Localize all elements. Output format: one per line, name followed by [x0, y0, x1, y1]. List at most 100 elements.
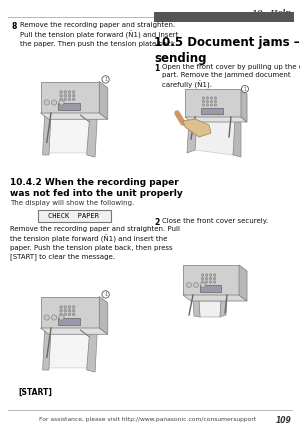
Text: 2: 2	[154, 218, 159, 227]
Circle shape	[214, 97, 217, 99]
Bar	[200, 285, 221, 292]
Circle shape	[72, 309, 75, 312]
Circle shape	[64, 313, 67, 316]
Circle shape	[214, 104, 217, 106]
Polygon shape	[49, 330, 90, 368]
Polygon shape	[239, 265, 247, 301]
Circle shape	[64, 309, 67, 312]
Circle shape	[60, 94, 62, 97]
Text: Remove the recording paper and straighten.
Pull the tension plate forward (Ñ1) a: Remove the recording paper and straighte…	[20, 22, 178, 47]
Circle shape	[52, 100, 57, 105]
Text: Open the front cover by pulling up the center
part. Remove the jammed document
c: Open the front cover by pulling up the c…	[162, 64, 300, 89]
Circle shape	[102, 76, 109, 83]
Circle shape	[68, 91, 71, 94]
Text: 1: 1	[243, 87, 247, 91]
Circle shape	[64, 91, 67, 94]
Circle shape	[52, 315, 57, 320]
Text: 1: 1	[104, 77, 107, 82]
Circle shape	[72, 91, 75, 94]
Circle shape	[205, 280, 208, 283]
Circle shape	[206, 100, 209, 103]
Polygon shape	[199, 301, 221, 317]
Circle shape	[202, 104, 205, 106]
Circle shape	[210, 104, 213, 106]
Circle shape	[44, 100, 50, 105]
Text: 1: 1	[104, 292, 107, 297]
Circle shape	[60, 313, 62, 316]
Text: 10.  Help: 10. Help	[252, 9, 291, 17]
Circle shape	[209, 274, 212, 276]
Circle shape	[202, 100, 205, 103]
Circle shape	[205, 277, 208, 280]
Polygon shape	[87, 115, 97, 157]
Circle shape	[201, 280, 204, 283]
Circle shape	[205, 274, 208, 276]
Circle shape	[206, 97, 209, 99]
Polygon shape	[40, 82, 99, 113]
Text: 10.4.2 When the recording paper
was not fed into the unit properly: 10.4.2 When the recording paper was not …	[10, 178, 183, 198]
Circle shape	[213, 277, 216, 280]
Circle shape	[59, 100, 64, 105]
Text: The display will show the following.: The display will show the following.	[10, 200, 134, 206]
Circle shape	[206, 104, 209, 106]
Polygon shape	[241, 89, 247, 122]
Circle shape	[201, 277, 204, 280]
Circle shape	[72, 306, 75, 309]
Circle shape	[72, 98, 75, 101]
Polygon shape	[99, 297, 108, 334]
Bar	[58, 317, 80, 325]
Bar	[154, 12, 294, 22]
Circle shape	[59, 315, 64, 320]
Circle shape	[214, 100, 217, 103]
Circle shape	[210, 97, 213, 99]
Circle shape	[68, 306, 71, 309]
Circle shape	[209, 280, 212, 283]
Text: Close the front cover securely.: Close the front cover securely.	[162, 218, 268, 224]
Text: 10.5 Document jams –
sending: 10.5 Document jams – sending	[154, 36, 300, 65]
Polygon shape	[193, 300, 200, 317]
Polygon shape	[99, 82, 108, 119]
FancyBboxPatch shape	[38, 210, 110, 221]
Polygon shape	[185, 117, 247, 122]
Polygon shape	[49, 115, 90, 153]
Text: 1: 1	[154, 64, 159, 73]
Polygon shape	[187, 117, 197, 153]
Polygon shape	[43, 113, 51, 155]
Circle shape	[60, 309, 62, 312]
Circle shape	[60, 91, 62, 94]
Circle shape	[64, 94, 67, 97]
Circle shape	[72, 313, 75, 316]
Circle shape	[44, 315, 50, 320]
Circle shape	[202, 97, 205, 99]
Circle shape	[200, 283, 206, 287]
Circle shape	[210, 100, 213, 103]
Circle shape	[213, 280, 216, 283]
Circle shape	[68, 94, 71, 97]
Circle shape	[194, 283, 199, 287]
Circle shape	[102, 291, 109, 298]
Bar	[201, 108, 223, 114]
Polygon shape	[185, 89, 241, 117]
Bar	[58, 102, 80, 110]
Circle shape	[68, 309, 71, 312]
Circle shape	[68, 98, 71, 101]
Circle shape	[68, 313, 71, 316]
Text: CHECK  PAPER: CHECK PAPER	[49, 212, 100, 218]
Circle shape	[60, 98, 62, 101]
Polygon shape	[43, 328, 51, 370]
Text: Remove the recording paper and straighten. Pull
the tension plate forward (Ñ1) a: Remove the recording paper and straighte…	[10, 226, 180, 260]
Polygon shape	[220, 299, 227, 317]
Polygon shape	[40, 113, 108, 119]
Circle shape	[64, 98, 67, 101]
Text: 8: 8	[11, 22, 16, 31]
Circle shape	[209, 277, 212, 280]
Circle shape	[187, 283, 191, 287]
Polygon shape	[183, 119, 211, 137]
Circle shape	[242, 85, 248, 93]
Circle shape	[201, 274, 204, 276]
Polygon shape	[195, 117, 235, 155]
Polygon shape	[87, 330, 97, 372]
Text: 109: 109	[275, 416, 291, 425]
Circle shape	[64, 306, 67, 309]
Polygon shape	[40, 297, 99, 328]
